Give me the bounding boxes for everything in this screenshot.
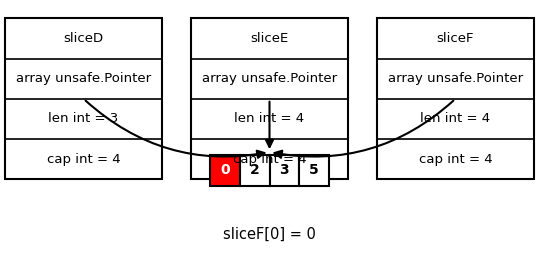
- Text: array unsafe.Pointer: array unsafe.Pointer: [388, 72, 523, 85]
- Text: sliceE: sliceE: [251, 32, 288, 45]
- Text: len int = 4: len int = 4: [234, 112, 305, 125]
- Bar: [210, 155, 240, 186]
- Text: sliceD: sliceD: [64, 32, 103, 45]
- Text: sliceF: sliceF: [437, 32, 474, 45]
- Text: cap int = 4: cap int = 4: [47, 153, 120, 166]
- Bar: [5, 18, 162, 179]
- FancyArrowPatch shape: [274, 101, 453, 158]
- Bar: [299, 155, 329, 186]
- Text: len int = 4: len int = 4: [420, 112, 490, 125]
- Text: 5: 5: [309, 163, 319, 177]
- Text: sliceF[0] = 0: sliceF[0] = 0: [223, 226, 316, 242]
- Text: cap int = 4: cap int = 4: [233, 153, 306, 166]
- Bar: [240, 155, 270, 186]
- Text: 2: 2: [250, 163, 260, 177]
- Text: 3: 3: [280, 163, 289, 177]
- Bar: [377, 18, 534, 179]
- Bar: [191, 18, 348, 179]
- Text: len int = 3: len int = 3: [49, 112, 119, 125]
- Text: array unsafe.Pointer: array unsafe.Pointer: [16, 72, 151, 85]
- FancyArrowPatch shape: [266, 102, 273, 147]
- Text: cap int = 4: cap int = 4: [419, 153, 492, 166]
- Bar: [270, 155, 299, 186]
- Text: 0: 0: [220, 163, 230, 177]
- FancyArrowPatch shape: [86, 101, 265, 158]
- Text: array unsafe.Pointer: array unsafe.Pointer: [202, 72, 337, 85]
